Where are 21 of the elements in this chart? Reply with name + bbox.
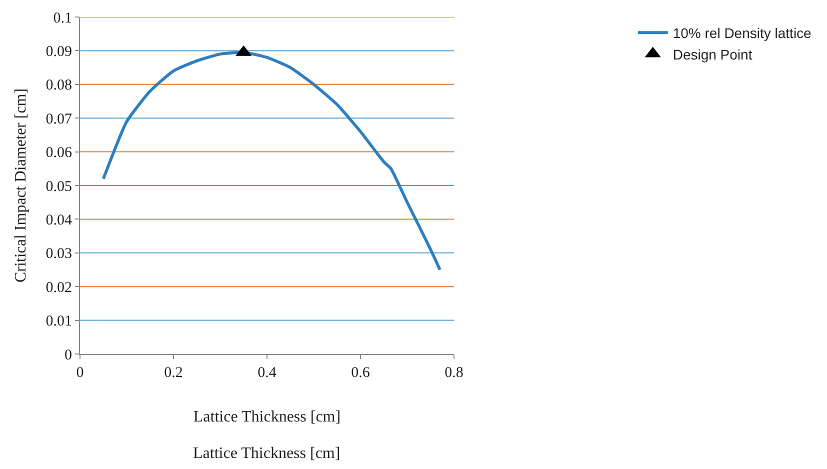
y-tick-label: 0.08 <box>46 78 72 94</box>
y-tick-label: 0.03 <box>46 246 72 262</box>
y-tick-label: 0.01 <box>46 314 72 330</box>
y-tick-label: 0.07 <box>46 111 72 128</box>
y-tick-label: 0.04 <box>46 212 72 228</box>
y-tick-label: 0 <box>64 347 72 364</box>
y-tick-label: 0.06 <box>46 145 72 162</box>
text: Lattice Thickness [cm] <box>193 445 340 462</box>
legend-label: Design Point <box>672 46 752 62</box>
x-tick-label: 0 <box>76 365 84 381</box>
x-tick-label: 0.4 <box>258 365 277 381</box>
y-tick-label: 0.09 <box>46 44 72 60</box>
y-axis-title: Critical Impact Diameter [cm] <box>12 88 30 283</box>
x-axis-title: Lattice Thickness [cm] <box>193 408 341 426</box>
y-tick-label: 0.02 <box>46 280 72 296</box>
y-tick-label: 0.1 <box>53 10 72 26</box>
x-tick-label: 0.6 <box>351 365 370 381</box>
x-tick-label: 0.8 <box>444 365 464 381</box>
y-tick-label: 0.05 <box>46 178 72 195</box>
legend-label: 10% rel Density lattice <box>672 25 812 42</box>
x-tick-label: 0.2 <box>164 365 183 381</box>
